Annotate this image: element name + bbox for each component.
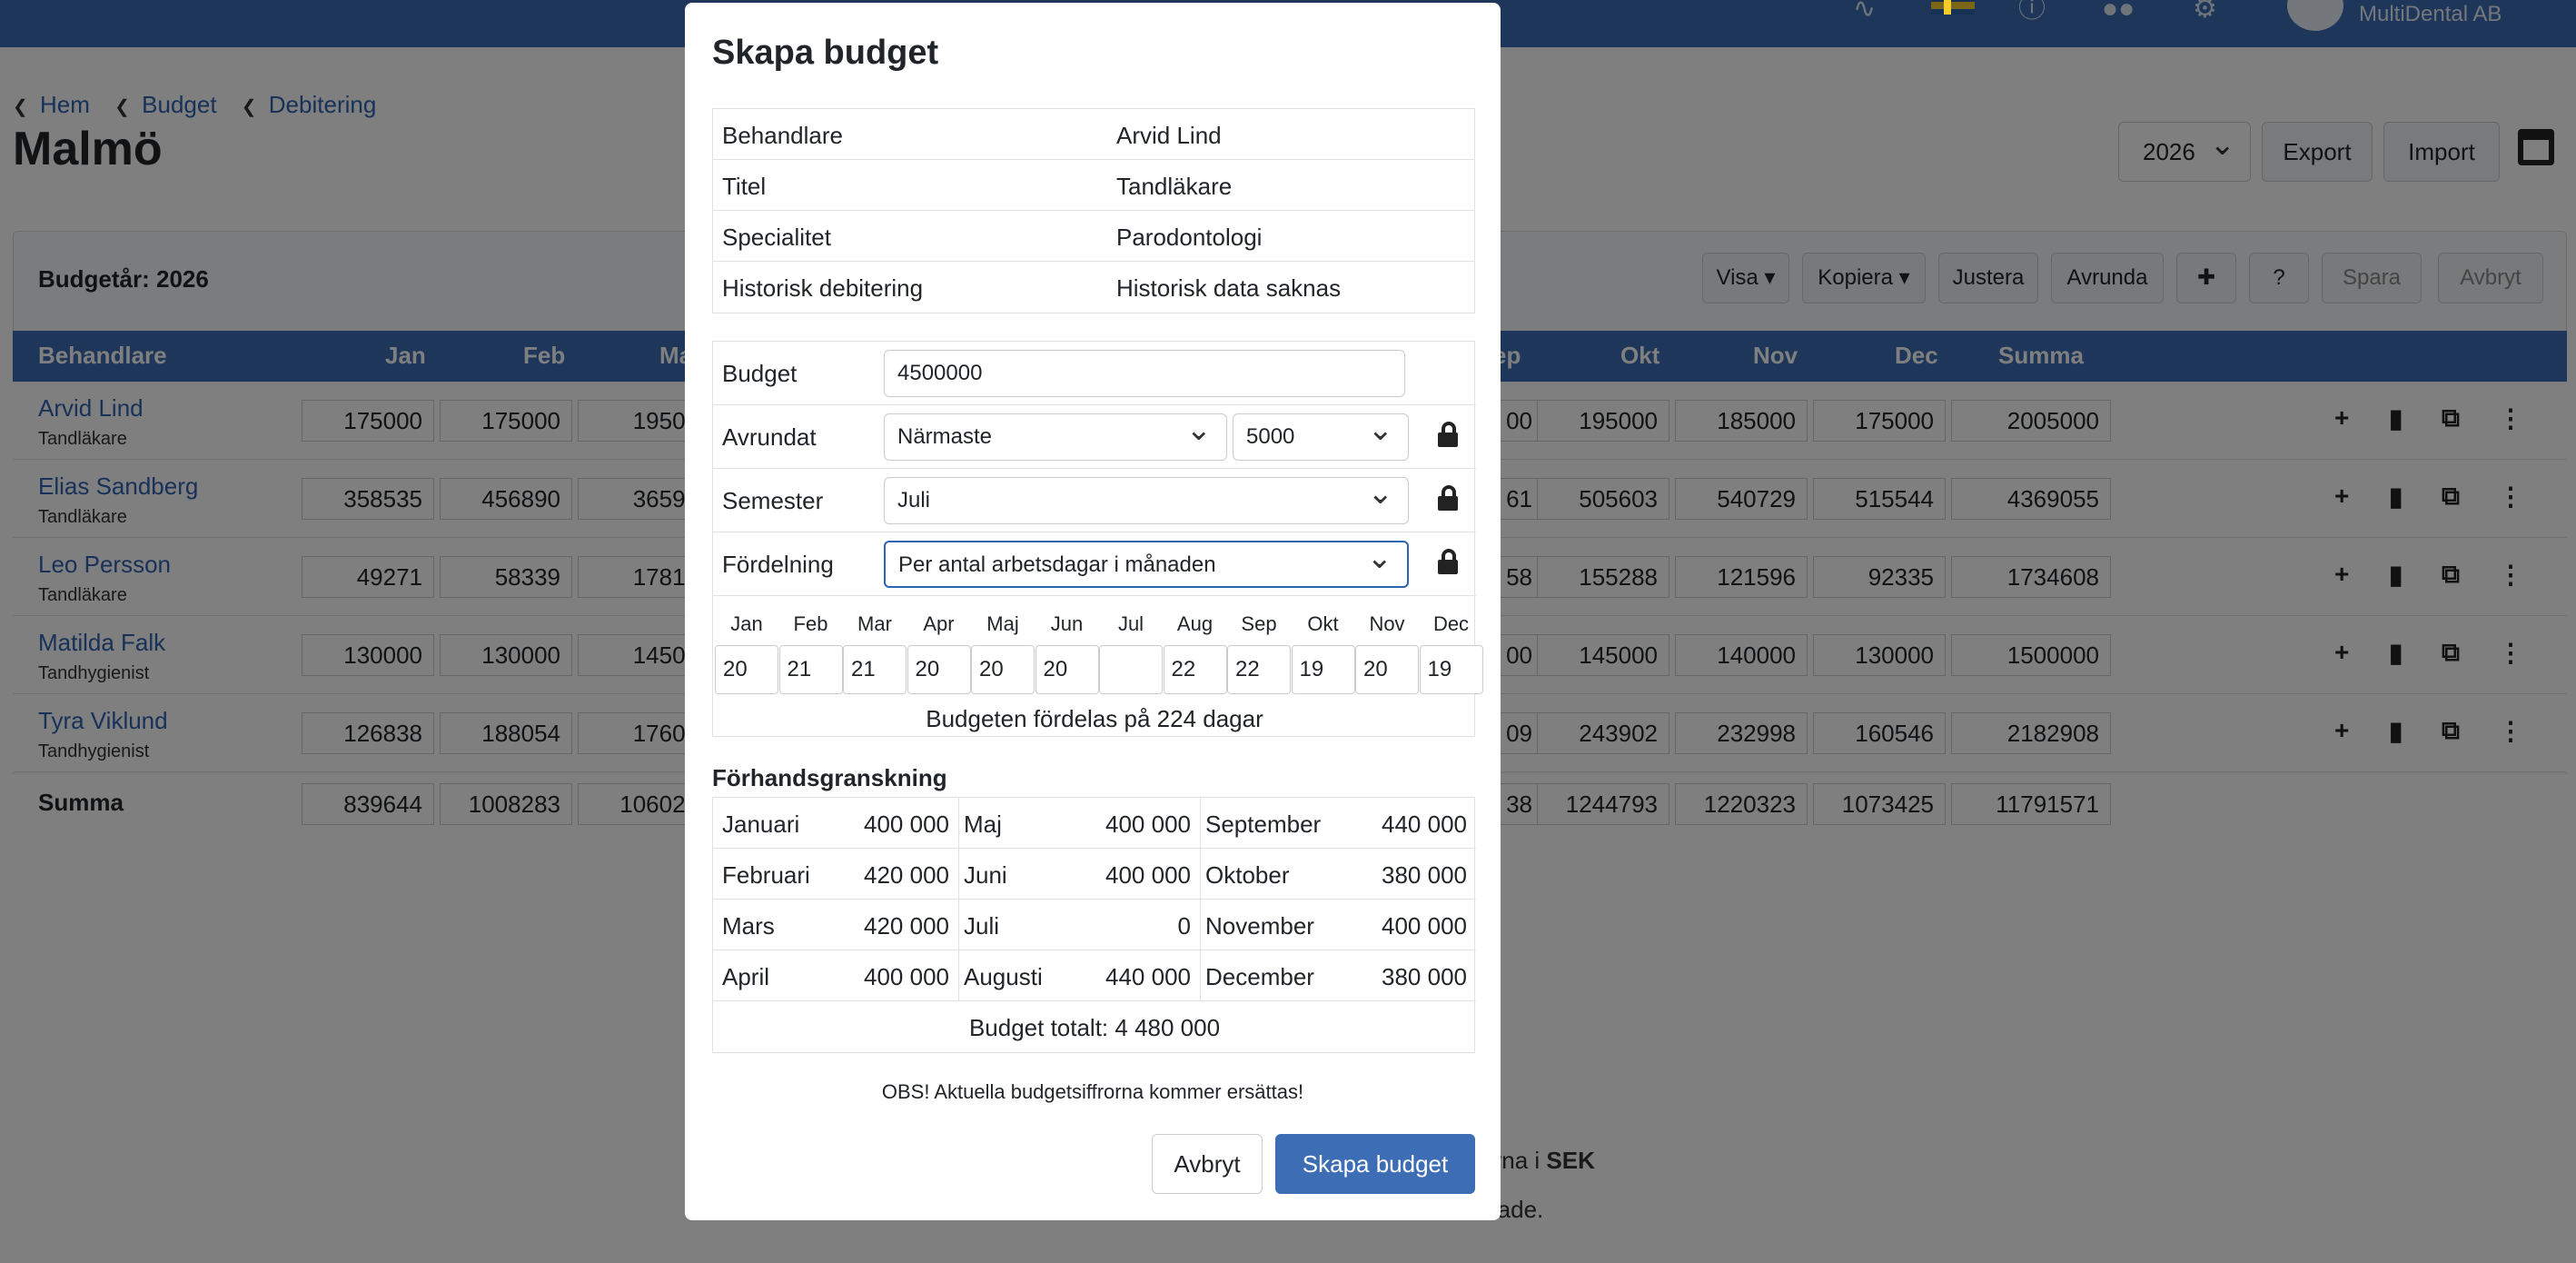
budget-input[interactable]: 4500000 <box>884 350 1405 397</box>
distribution-note: Budgeten fördelas på 224 dagar <box>926 705 1263 732</box>
preview-row: Januari 400 000 Maj 400 000 September 440 000 <box>713 798 1476 849</box>
preview-month: April <box>722 963 770 990</box>
month-header: Aug <box>1176 612 1214 635</box>
info-row-specialitet: Specialitet Parodontologi <box>713 211 1474 262</box>
workdays-input[interactable]: 22 <box>1163 645 1227 694</box>
preview-title: Förhandsgranskning <box>712 764 947 791</box>
preview-month: Oktober <box>1205 861 1290 889</box>
info-key: Behandlare <box>722 122 843 149</box>
preview-amount: 0 <box>1177 912 1191 940</box>
budget-label: Budget <box>722 360 798 387</box>
workdays-input[interactable]: 22 <box>1227 645 1291 694</box>
workdays-input[interactable]: 19 <box>1419 645 1483 694</box>
month-header: Dec <box>1432 612 1470 635</box>
info-row-titel: Titel Tandläkare <box>713 160 1474 211</box>
cancel-button[interactable]: Avbryt <box>1152 1134 1263 1194</box>
budget-form: Budget 4500000 Avrundat Närmaste 5000 Se… <box>712 341 1483 737</box>
preview-month: Augusti <box>964 963 1043 990</box>
info-value: Tandläkare <box>1116 173 1233 200</box>
info-key: Historisk debitering <box>722 274 924 302</box>
avrundat-step-value: 5000 <box>1246 424 1295 449</box>
month-header: Jun <box>1050 612 1084 635</box>
unlock-icon[interactable] <box>1438 549 1458 574</box>
workdays-input[interactable]: 20 <box>907 645 971 694</box>
workdays-input[interactable]: 20 <box>1355 645 1419 694</box>
info-table: Behandlare Arvid Lind Titel Tandläkare Spe… <box>712 108 1475 313</box>
avrundat-mode-select[interactable]: Närmaste <box>884 407 1227 461</box>
modal-title: Skapa budget <box>712 34 939 72</box>
month-header: Jan <box>730 612 763 635</box>
semester-label: Semester <box>722 487 824 514</box>
fordelning-value: Per antal arbetsdagar i månaden <box>898 552 1216 577</box>
avrundat-mode-value: Närmaste <box>897 424 993 449</box>
fordelning-row: Fördelning Per antal arbetsdagar i månad… <box>713 532 1476 596</box>
preview-month: December <box>1205 963 1314 990</box>
obs-warning: OBS! Aktuella budgetsiffrorna kommer ers… <box>881 1080 1304 1103</box>
preview-amount: 400 000 <box>1105 811 1191 838</box>
fordelning-select[interactable]: Per antal arbetsdagar i månaden <box>884 535 1409 588</box>
preview-amount: 400 000 <box>864 811 949 838</box>
fordelning-label: Fördelning <box>722 551 834 578</box>
info-row-historisk: Historisk debitering Historisk data sakna… <box>713 262 1474 313</box>
semester-select[interactable]: Juli <box>884 471 1409 524</box>
preview-amount: 420 000 <box>864 912 949 940</box>
workdays-input[interactable]: 20 <box>971 645 1035 694</box>
semester-value: Juli <box>897 488 931 512</box>
preview-month: Juni <box>964 861 1007 889</box>
info-key: Titel <box>722 173 767 200</box>
preview-row: Mars 420 000 Juli 0 November 400 000 <box>713 900 1476 950</box>
budget-row: Budget 4500000 <box>713 342 1476 405</box>
workdays-input[interactable]: 21 <box>778 645 843 694</box>
month-header: Sep <box>1241 612 1277 635</box>
preview-month: Maj <box>964 811 1002 838</box>
preview-row: Februari 420 000 Juni 400 000 Oktober 380 000 <box>713 849 1476 900</box>
preview-amount: 420 000 <box>864 861 949 889</box>
workdays-input[interactable]: 21 <box>843 645 907 694</box>
month-header: Maj <box>986 612 1019 635</box>
preview-amount: 440 000 <box>1382 811 1467 838</box>
preview-month: Februari <box>722 861 810 889</box>
create-budget-button[interactable]: Skapa budget <box>1275 1134 1475 1194</box>
preview-amount: 380 000 <box>1382 861 1467 889</box>
preview-month: Januari <box>722 811 800 838</box>
avrundat-row: Avrundat Närmaste 5000 <box>713 405 1476 469</box>
preview-amount: 400 000 <box>1382 912 1467 940</box>
budget-total: Budget totalt: 4 480 000 <box>968 1014 1221 1041</box>
preview-month: September <box>1205 811 1322 838</box>
avrundat-label: Avrundat <box>722 423 817 451</box>
preview-table: Januari 400 000 Maj 400 000 September 440 000… <box>712 797 1476 1053</box>
preview-row: April 400 000 Augusti 440 000 December 380 00… <box>713 950 1476 1001</box>
month-header: Apr <box>923 612 955 635</box>
workdays-input[interactable]: 19 <box>1291 645 1355 694</box>
info-value: Arvid Lind <box>1116 122 1222 149</box>
month-header: Okt <box>1307 612 1339 635</box>
preview-amount: 400 000 <box>1105 861 1191 889</box>
unlock-icon[interactable] <box>1438 485 1458 511</box>
workdays-input[interactable]: 20 <box>715 645 778 694</box>
preview-month: Juli <box>964 912 1000 940</box>
info-value: Historisk data saknas <box>1116 274 1342 302</box>
info-key: Specialitet <box>722 224 831 251</box>
avrundat-step-select[interactable]: 5000 <box>1233 407 1409 461</box>
info-value: Parodontologi <box>1116 224 1263 251</box>
workdays-input[interactable] <box>1099 645 1163 694</box>
create-budget-modal: Skapa budget Behandlare Arvid Lind Titel T… <box>685 3 1501 1220</box>
info-row-behandlare: Behandlare Arvid Lind <box>713 109 1474 160</box>
preview-amount: 380 000 <box>1382 963 1467 990</box>
month-header: Mar <box>857 612 892 635</box>
month-header: Nov <box>1369 612 1405 635</box>
preview-amount: 440 000 <box>1105 963 1191 990</box>
workdays-input[interactable]: 20 <box>1035 645 1099 694</box>
month-header: Jul <box>1117 612 1144 635</box>
preview-month: Mars <box>722 912 775 940</box>
month-header: Feb <box>793 612 828 635</box>
preview-amount: 400 000 <box>864 963 949 990</box>
preview-month: November <box>1205 912 1314 940</box>
unlock-icon[interactable] <box>1438 422 1458 447</box>
semester-row: Semester Juli <box>713 469 1476 532</box>
